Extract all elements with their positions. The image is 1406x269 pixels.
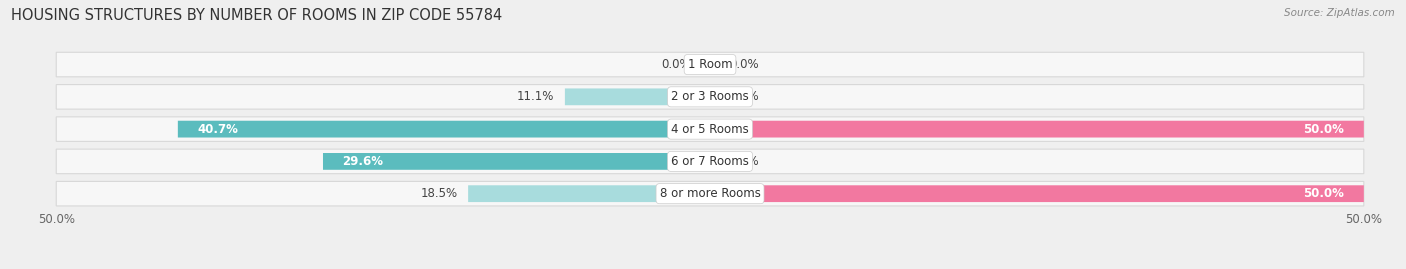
Text: 50.0%: 50.0%: [1303, 123, 1344, 136]
FancyBboxPatch shape: [56, 52, 1364, 77]
Text: 0.0%: 0.0%: [730, 90, 759, 103]
Text: 4 or 5 Rooms: 4 or 5 Rooms: [671, 123, 749, 136]
FancyBboxPatch shape: [710, 121, 1364, 137]
FancyBboxPatch shape: [468, 185, 710, 202]
FancyBboxPatch shape: [56, 181, 1364, 206]
Text: 11.1%: 11.1%: [517, 90, 554, 103]
FancyBboxPatch shape: [323, 153, 710, 170]
Text: 50.0%: 50.0%: [1303, 187, 1344, 200]
FancyBboxPatch shape: [56, 84, 1364, 109]
Text: 2 or 3 Rooms: 2 or 3 Rooms: [671, 90, 749, 103]
Text: 0.0%: 0.0%: [730, 155, 759, 168]
FancyBboxPatch shape: [56, 149, 1364, 174]
FancyBboxPatch shape: [177, 121, 710, 137]
Text: Source: ZipAtlas.com: Source: ZipAtlas.com: [1284, 8, 1395, 18]
Text: 1 Room: 1 Room: [688, 58, 733, 71]
Text: 18.5%: 18.5%: [420, 187, 458, 200]
Text: 0.0%: 0.0%: [661, 58, 690, 71]
Text: 40.7%: 40.7%: [197, 123, 239, 136]
Text: HOUSING STRUCTURES BY NUMBER OF ROOMS IN ZIP CODE 55784: HOUSING STRUCTURES BY NUMBER OF ROOMS IN…: [11, 8, 502, 23]
Text: 8 or more Rooms: 8 or more Rooms: [659, 187, 761, 200]
Text: 29.6%: 29.6%: [343, 155, 384, 168]
Text: 6 or 7 Rooms: 6 or 7 Rooms: [671, 155, 749, 168]
FancyBboxPatch shape: [565, 89, 710, 105]
FancyBboxPatch shape: [710, 185, 1364, 202]
FancyBboxPatch shape: [56, 117, 1364, 141]
Text: 0.0%: 0.0%: [730, 58, 759, 71]
